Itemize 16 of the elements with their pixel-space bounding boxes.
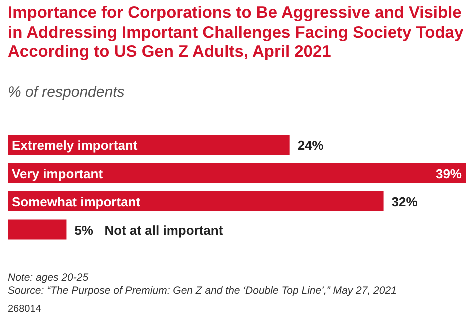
chart-title: Importance for Corporations to Be Aggressive and Visible in Addressing Important Challenges Facing Society Today According to US Gen Z Adults, April 2021 [8, 4, 464, 62]
y-tick-label: Not at all important [104, 222, 224, 238]
y-tick-label: Somewhat important [12, 194, 142, 210]
data-label: 32% [392, 194, 418, 210]
source-note: Source: “The Purpose of Premium: Gen Z and the ‘Double Top Line’,” May 27, 2021 [8, 284, 398, 297]
bar [8, 192, 384, 212]
text: Note: ages 20-25 [8, 272, 90, 284]
data-label: 39% [436, 166, 462, 182]
y-tick-label: Very important [12, 166, 104, 182]
data-label: 5% [74, 222, 94, 238]
text: 268014 [8, 304, 42, 315]
y-tick-label: Extremely important [12, 138, 138, 153]
chart-subtitle: % of respondents [8, 84, 125, 101]
data-label: 24% [298, 138, 324, 153]
bar [8, 163, 466, 184]
bar [8, 220, 67, 240]
